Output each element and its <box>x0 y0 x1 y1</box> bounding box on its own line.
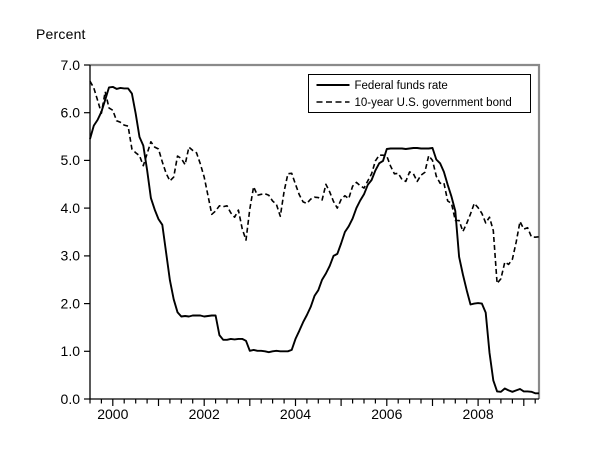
y-tick-label: 0.0 <box>61 391 81 407</box>
series-line-federal-funds-rate <box>89 85 539 395</box>
legend-box <box>308 74 531 113</box>
y-tick-label: 7.0 <box>61 57 81 73</box>
y-tick-label: 3.0 <box>61 248 81 264</box>
legend-label-federal-funds-rate: Federal funds rate <box>355 80 448 92</box>
plot-frame <box>90 63 541 399</box>
x-tick-label: 2000 <box>97 406 128 422</box>
y-tick-label: 5.0 <box>61 152 81 168</box>
y-tick-label: 1.0 <box>61 343 81 359</box>
y-tick-label: 6.0 <box>61 105 81 121</box>
x-tick-label: 2008 <box>463 406 494 422</box>
x-tick-label: 2006 <box>371 406 402 422</box>
legend-label-10-year-u-s-government-bond: 10-year U.S. government bond <box>355 97 512 109</box>
y-tick-label: 4.0 <box>61 200 81 216</box>
y-tick-label: 2.0 <box>61 295 81 311</box>
x-tick-label: 2002 <box>189 406 220 422</box>
axis-lines <box>89 65 539 400</box>
series-line-10-year-u-s-government-bond <box>89 80 540 285</box>
y-axis-unit-label: Percent <box>36 26 86 42</box>
x-tick-label: 2004 <box>280 406 311 422</box>
